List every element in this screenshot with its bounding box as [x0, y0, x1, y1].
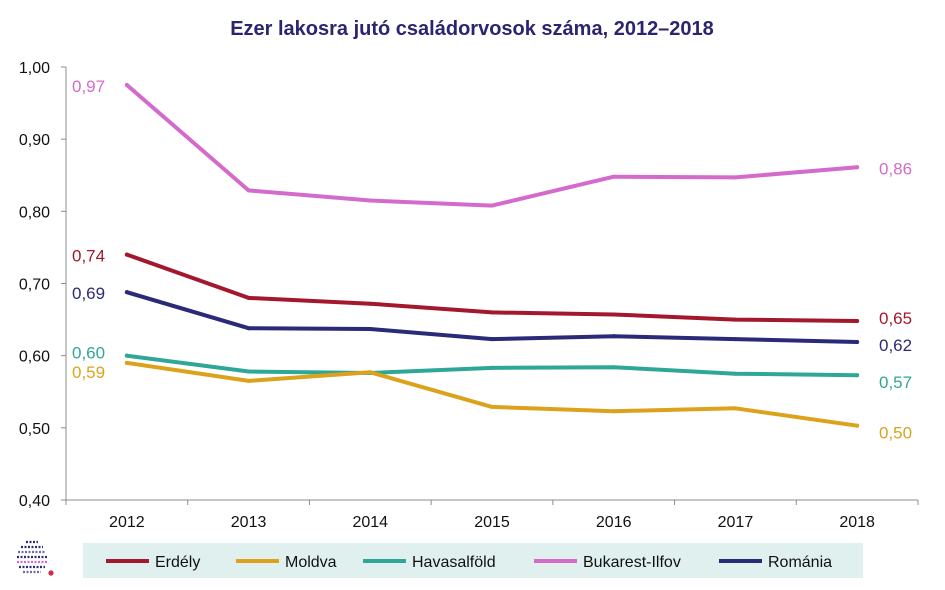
x-tick-label: 2013: [231, 514, 267, 531]
data-label-first: 0,69: [72, 284, 105, 303]
x-tick-label: 2018: [839, 514, 875, 531]
data-point: [124, 360, 129, 365]
x-tick-label: 2012: [109, 514, 145, 531]
data-point: [124, 290, 129, 295]
data-point: [855, 373, 860, 378]
data-point: [368, 301, 373, 306]
data-point: [490, 337, 494, 342]
data-point: [246, 378, 251, 383]
data-point: [733, 406, 738, 411]
data-point: [124, 83, 129, 88]
data-label-first: 0,97: [72, 77, 105, 96]
data-point: [490, 365, 494, 370]
logo-dot: [48, 570, 54, 576]
legend-label: Bukarest-Ilfov: [583, 554, 681, 571]
x-tick-label: 2014: [352, 514, 388, 531]
data-point: [611, 365, 616, 370]
data-point: [855, 423, 860, 428]
data-label-last: 0,57: [879, 373, 912, 392]
x-tick-label: 2015: [474, 514, 510, 531]
data-point: [733, 317, 738, 322]
data-point: [246, 188, 251, 193]
y-tick-label: 0,60: [19, 349, 50, 366]
data-point: [368, 198, 373, 203]
data-point: [124, 252, 129, 257]
logo-icon: [17, 540, 54, 576]
data-point: [368, 326, 373, 331]
data-label-last: 0,50: [879, 424, 912, 443]
data-label-last: 0,65: [879, 309, 912, 328]
y-tick-label: 0,40: [19, 493, 50, 510]
data-point: [611, 312, 616, 317]
y-tick-label: 0,70: [19, 277, 50, 294]
legend-label: Havasalföld: [412, 554, 496, 571]
legend-label: Románia: [768, 554, 832, 571]
series-line-rom-nia: [124, 290, 860, 344]
x-tick-label: 2016: [596, 514, 632, 531]
data-point: [733, 371, 738, 376]
data-point: [733, 175, 738, 180]
y-tick-label: 0,90: [19, 132, 50, 149]
series-line-bukarest-ilfov: [124, 83, 860, 208]
y-tick-label: 0,50: [19, 421, 50, 438]
data-point: [855, 339, 860, 344]
data-point: [368, 370, 373, 375]
data-label-first: 0,74: [72, 247, 105, 266]
data-label-last: 0,86: [879, 159, 912, 178]
data-point: [611, 334, 616, 339]
x-tick-label: 2017: [718, 514, 754, 531]
legend: Erdély Moldva Havasalföld Bukarest-Ilfov Rom…: [83, 543, 863, 578]
legend-label: Moldva: [285, 554, 337, 571]
chart-title: Ezer lakosra jutó családorvosok száma, 2…: [230, 18, 714, 40]
data-point: [855, 165, 860, 170]
data-point: [733, 337, 738, 342]
data-point: [246, 295, 251, 300]
data-point: [611, 174, 616, 179]
y-tick-label: 0,80: [19, 204, 50, 221]
data-label-last: 0,62: [879, 336, 912, 355]
legend-label: Erdély: [155, 554, 200, 571]
series-line-havasalf-ld: [124, 353, 860, 378]
data-point: [611, 409, 616, 414]
data-label-first: 0,60: [72, 344, 105, 363]
data-point: [490, 404, 494, 409]
axes: 0,40 0,50 0,60 0,70 0,80 0,90 1,00 2012 2013 2014…: [19, 60, 919, 531]
data-point: [490, 310, 494, 315]
data-point: [124, 353, 129, 358]
data-point: [246, 369, 251, 374]
data-point: [246, 326, 251, 331]
y-tick-label: 1,00: [19, 60, 50, 77]
data-point: [490, 203, 494, 208]
data-labels: 0,74 0,65 0,59 0,50 0,60 0,57 0,97 0,86 0,69 0,62: [72, 77, 912, 443]
data-label-first: 0,59: [72, 363, 105, 382]
data-point: [855, 319, 860, 324]
series-layer: [124, 83, 860, 428]
